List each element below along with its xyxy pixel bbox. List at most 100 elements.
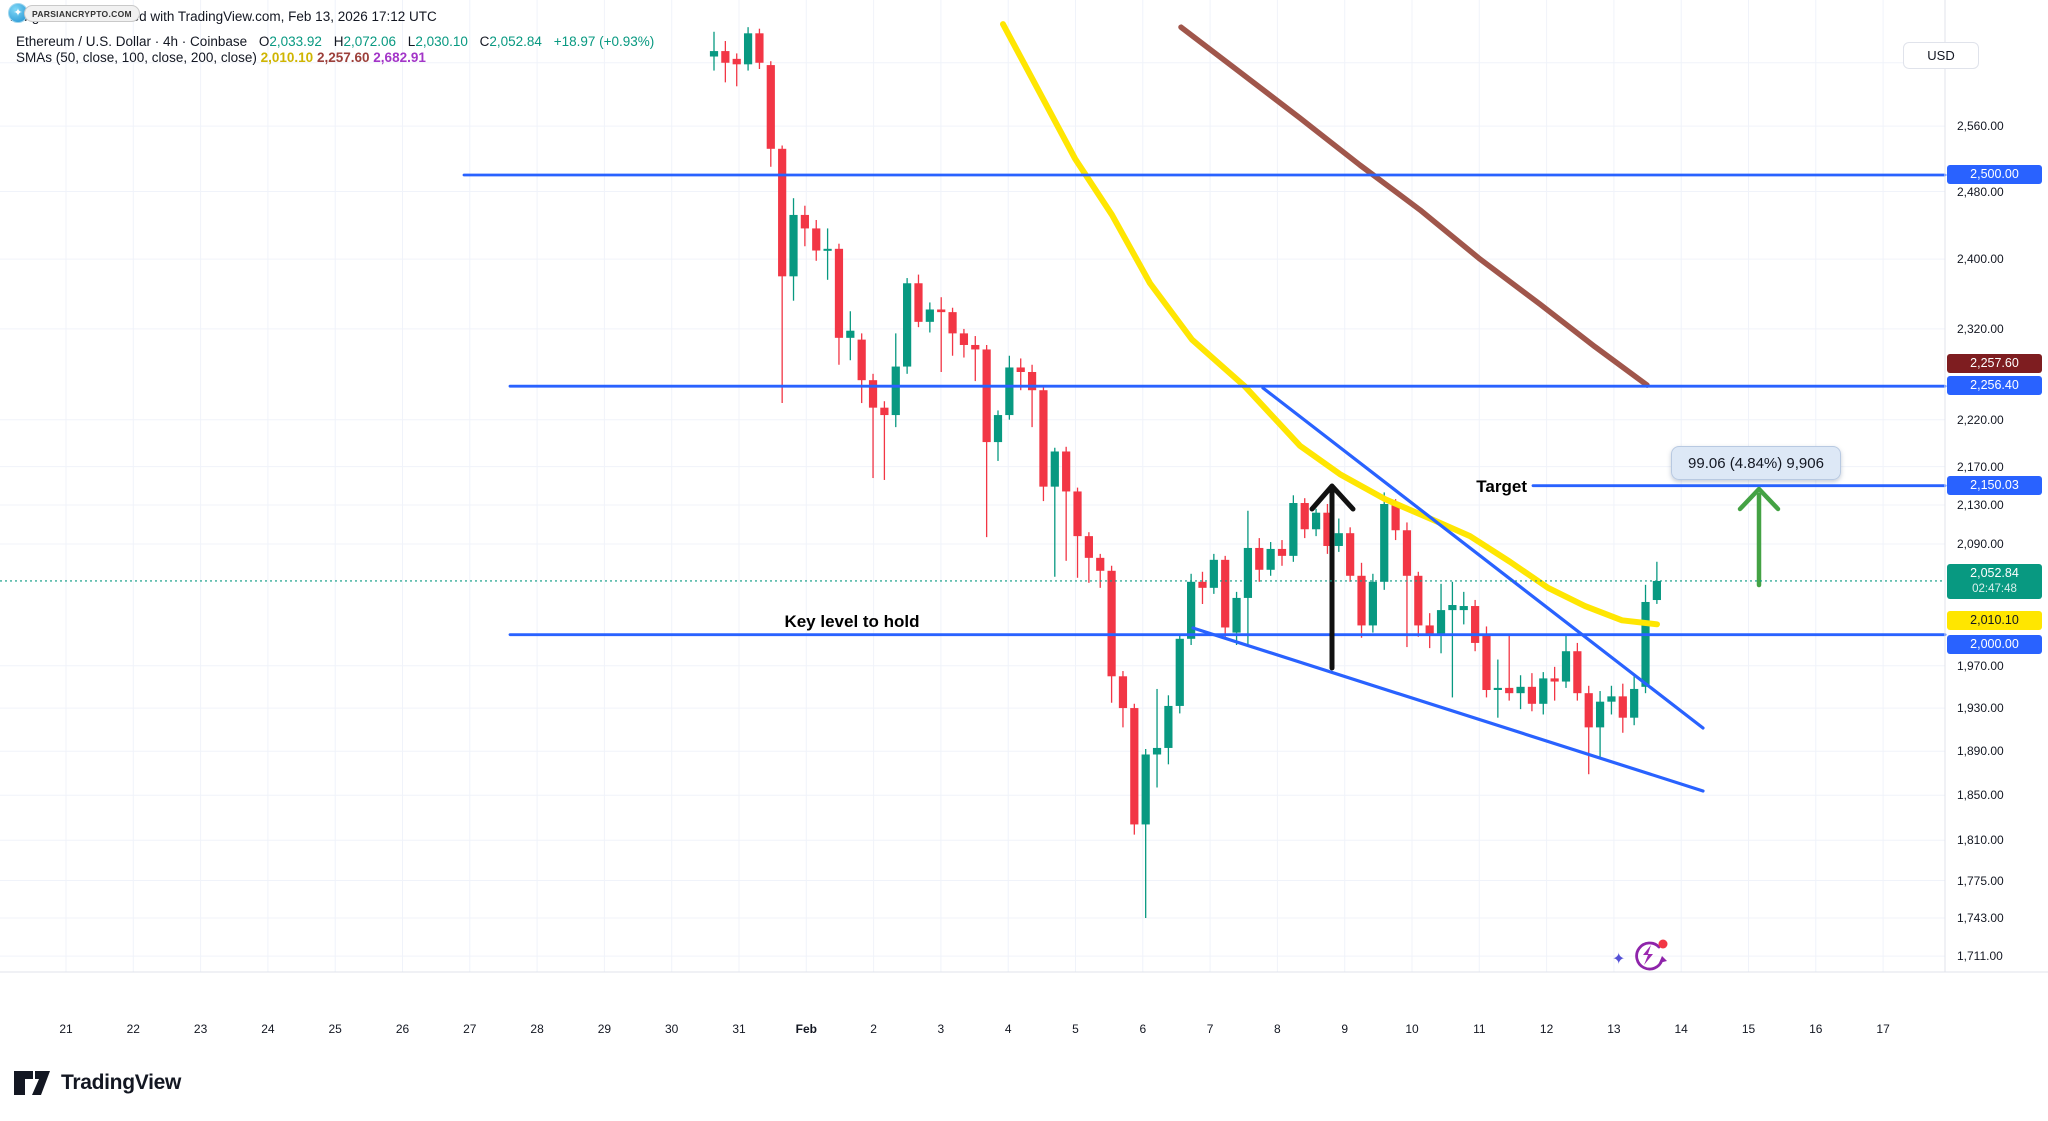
time-tick-label: 10: [1405, 1022, 1419, 1036]
candle-bullish: [1175, 638, 1184, 706]
publish-idea-icon[interactable]: ✦: [1610, 934, 1670, 978]
ohlc-close-value: 2,052.84: [489, 34, 542, 49]
target-drawing-label[interactable]: Target: [1476, 477, 1527, 496]
measure-tooltip: 99.06 (4.84%) 9,906: [1671, 446, 1841, 480]
symbol-legend[interactable]: Ethereum / U.S. Dollar · 4h · Coinbase O…: [16, 34, 654, 49]
candle-bearish: [766, 65, 775, 149]
candle-bearish: [1527, 686, 1537, 704]
candle-bullish: [1652, 580, 1661, 601]
candle-bearish: [1391, 503, 1400, 531]
candle-bullish: [1243, 547, 1253, 598]
time-tick-label: 22: [126, 1022, 140, 1036]
candle-bullish: [1311, 512, 1321, 530]
candle-bearish: [1118, 676, 1128, 709]
candle-bullish: [993, 415, 1003, 443]
candle-bearish: [800, 214, 809, 229]
time-tick-label: 21: [59, 1022, 73, 1036]
candle-bearish: [1107, 570, 1116, 677]
tradingview-logo[interactable]: TradingView: [13, 1070, 181, 1096]
time-tick-label: 16: [1809, 1022, 1823, 1036]
time-tick-label: 27: [463, 1022, 477, 1036]
time-tick-label: 3: [937, 1022, 945, 1036]
lightning-icon: [1643, 945, 1653, 965]
source-logo-icon: ✦: [8, 3, 28, 23]
sma-100-line: [1178, 24, 1650, 388]
sma-legend-label: SMAs (50, close, 100, close, 200, close): [16, 50, 257, 65]
price-tick-label: 2,170.00: [1957, 459, 2004, 474]
ohlc-high-value: 2,072.06: [343, 34, 397, 49]
time-tick-label: 29: [597, 1022, 612, 1036]
candle-bearish: [1584, 693, 1593, 728]
candle-bearish: [1096, 557, 1105, 571]
candle-bearish: [880, 407, 889, 416]
candle-bullish: [1289, 503, 1298, 556]
candle-bearish: [1357, 575, 1366, 626]
time-tick-label: 5: [1072, 1022, 1079, 1036]
time-tick-label: 26: [395, 1022, 410, 1036]
candle-bearish: [1505, 687, 1514, 694]
candle-bullish: [1436, 610, 1446, 636]
candle-bearish: [959, 333, 969, 345]
candle-bullish: [1266, 548, 1275, 570]
candle-bearish: [1198, 581, 1207, 588]
candle-bearish: [1323, 512, 1332, 546]
candle-bullish: [846, 330, 855, 338]
time-tick-label: 11: [1473, 1022, 1486, 1036]
time-tick-label: 25: [328, 1022, 342, 1036]
price-level-badge: 2,257.60: [1947, 354, 2042, 374]
time-tick-label: 12: [1539, 1022, 1554, 1036]
time-tick-label: 7: [1206, 1022, 1214, 1036]
price-tick-label: 2,090.00: [1957, 537, 2004, 551]
candle-bullish: [1187, 581, 1196, 639]
time-tick-label: 4: [1004, 1022, 1012, 1036]
black-up-arrow-head[interactable]: [1309, 483, 1356, 512]
source-badge: ✦ PARSIANCRYPTO.COM: [8, 3, 140, 25]
candle-bearish: [812, 228, 821, 251]
candle-bearish: [1425, 625, 1434, 636]
price-tick-label: 1,970.00: [1957, 658, 2004, 673]
candle-bearish: [834, 248, 844, 338]
candle-bearish: [1471, 606, 1480, 643]
sma-legend[interactable]: SMAs (50, close, 100, close, 200, close)…: [16, 50, 426, 65]
currency-toggle-button[interactable]: USD: [1903, 42, 1979, 69]
candle-bearish: [1402, 530, 1412, 576]
candle-bullish: [903, 283, 912, 367]
candle-bearish: [1618, 696, 1627, 718]
ohlc-change: +18.97 (+0.93%): [553, 34, 655, 49]
sparkle-icon: ✦: [1612, 951, 1625, 968]
price-tick-label: 1,890.00: [1957, 744, 2004, 759]
price-level-badge: 2,150.03: [1947, 475, 2042, 495]
symbol-title: Ethereum / U.S. Dollar · 4h · Coinbase: [16, 34, 248, 49]
price-tick-label: 1,743.00: [1957, 911, 2004, 925]
key-level-drawing-label[interactable]: Key level to hold: [784, 612, 920, 631]
ohlc-open-label: O: [258, 34, 270, 49]
ohlc-open-value: 2,033.92: [269, 34, 322, 49]
price-tick-label: 1,810.00: [1957, 833, 2004, 848]
candle-bearish: [868, 380, 878, 408]
candle-bullish: [1493, 687, 1502, 691]
trendline[interactable]: [1191, 626, 1705, 793]
price-tick-label: 1,930.00: [1957, 701, 2004, 716]
candle-bearish: [948, 312, 957, 334]
candle-bearish: [778, 148, 787, 277]
candle-bullish: [1152, 747, 1162, 755]
candle-bearish: [971, 344, 980, 350]
price-tick-label: 2,220.00: [1957, 412, 2004, 427]
trendline[interactable]: [1261, 386, 1705, 730]
price-tick-label: 1,711.00: [1957, 949, 2003, 964]
candle-bearish: [1346, 533, 1355, 576]
price-tick-label: 2,130.00: [1957, 497, 2004, 512]
time-tick-label: 2: [870, 1022, 877, 1036]
candle-bearish: [1550, 678, 1559, 682]
time-tick-label: 17: [1876, 1022, 1890, 1036]
price-level-badge: 2,000.00: [1947, 634, 2042, 654]
green-up-arrow-head[interactable]: [1737, 486, 1781, 512]
candle-bullish: [891, 366, 900, 416]
candle-bearish: [1300, 503, 1309, 530]
candle-bearish: [1482, 633, 1491, 691]
time-tick-label: 8: [1274, 1022, 1281, 1036]
candle-bullish: [743, 33, 753, 65]
candle-bullish: [1607, 696, 1616, 702]
